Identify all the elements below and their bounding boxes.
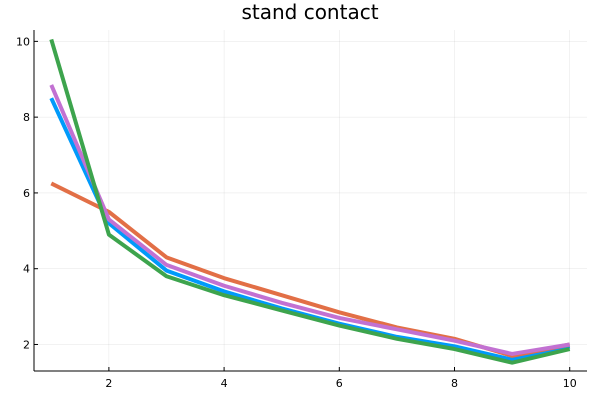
series-line-2: [50, 181, 571, 358]
series-layer: [49, 38, 571, 365]
y-tick-label-0: 2: [23, 338, 30, 351]
series-line-4: [49, 38, 571, 365]
grid: [34, 30, 587, 371]
x-tick-label-4: 10: [563, 377, 577, 390]
y-tick-label-3: 8: [23, 111, 30, 124]
y-tick-label-4: 10: [16, 35, 30, 48]
x-tick-label-1: 4: [221, 377, 228, 390]
x-tick-label-2: 6: [336, 377, 343, 390]
tick-labels: 2 4 6 8 10 2 4 6 8 10: [16, 35, 577, 390]
chart-title: stand contact: [241, 0, 378, 24]
series-line-3: [49, 84, 571, 356]
y-tick-label-2: 6: [23, 187, 30, 200]
x-tick-label-0: 2: [105, 377, 112, 390]
y-tick-label-1: 4: [23, 263, 30, 276]
axes: [33, 30, 587, 372]
x-tick-label-3: 8: [451, 377, 458, 390]
